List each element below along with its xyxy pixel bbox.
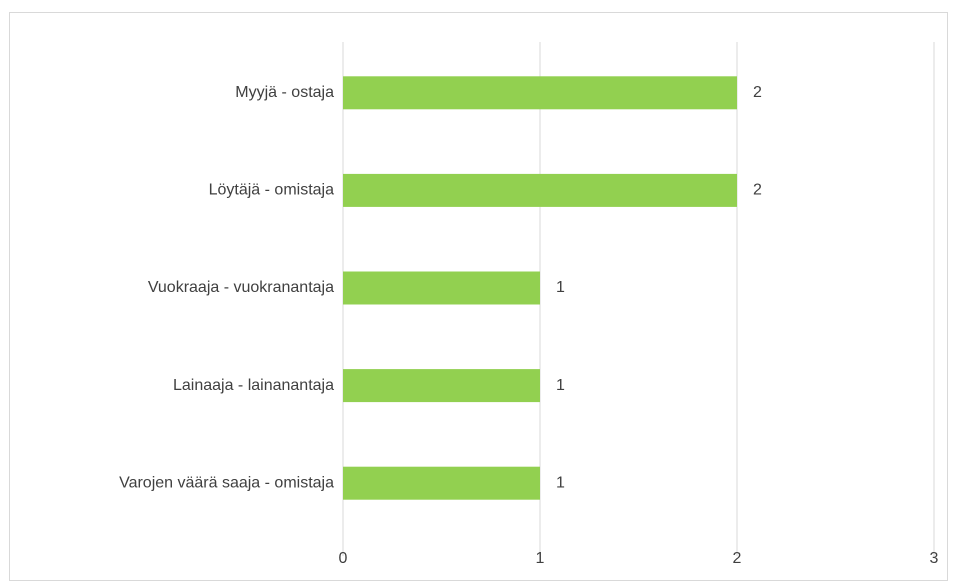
y-tick-label: Löytäjä - omistaja xyxy=(209,182,334,199)
y-tick-label: Lainaaja - lainanantaja xyxy=(173,377,334,394)
y-tick-label: Vuokraaja - vuokranantaja xyxy=(148,279,334,296)
x-tick-label: 3 xyxy=(930,550,939,567)
bar xyxy=(343,271,540,305)
data-label: 2 xyxy=(753,84,762,101)
bar xyxy=(343,369,540,403)
x-tick-label: 2 xyxy=(733,550,742,567)
bar xyxy=(343,173,737,207)
bar xyxy=(343,466,540,500)
data-label: 1 xyxy=(556,474,565,491)
data-label: 1 xyxy=(556,279,565,296)
x-tick-label: 1 xyxy=(536,550,545,567)
bar xyxy=(343,76,737,110)
x-tick-label: 0 xyxy=(339,550,348,567)
y-tick-label: Varojen väärä saaja - omistaja xyxy=(119,474,334,491)
y-tick-label: Myyjä - ostaja xyxy=(235,84,334,101)
data-label: 1 xyxy=(556,377,565,394)
data-label: 2 xyxy=(753,182,762,199)
